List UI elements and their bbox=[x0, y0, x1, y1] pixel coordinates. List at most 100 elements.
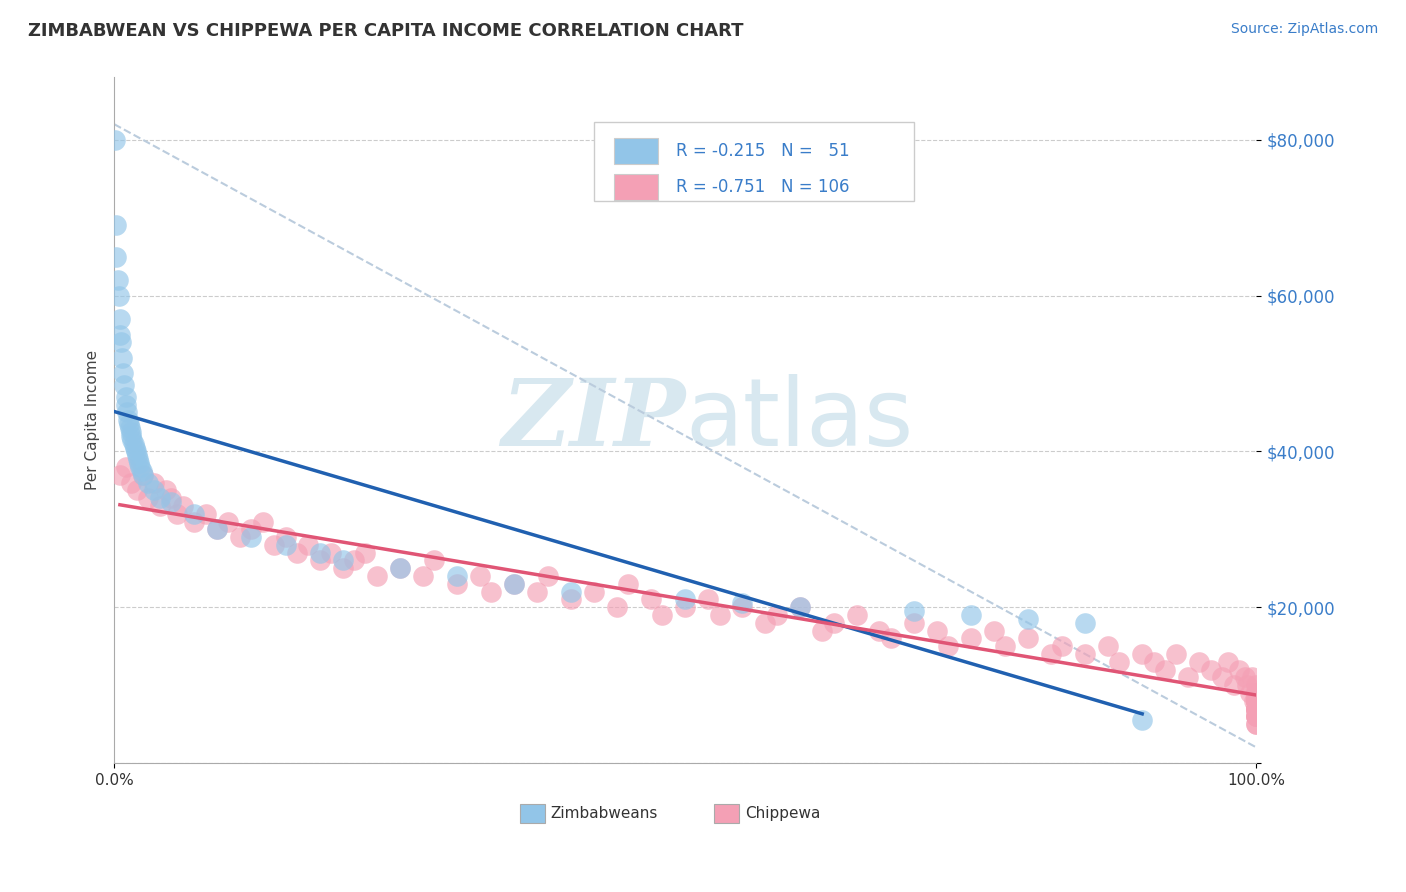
Point bbox=[412, 569, 434, 583]
Point bbox=[869, 624, 891, 638]
Point bbox=[297, 538, 319, 552]
Point bbox=[1154, 663, 1177, 677]
Point bbox=[903, 615, 925, 630]
Point bbox=[925, 624, 948, 638]
Point bbox=[697, 592, 720, 607]
Point bbox=[263, 538, 285, 552]
Point bbox=[217, 515, 239, 529]
Point bbox=[709, 607, 731, 622]
Point bbox=[1246, 686, 1268, 700]
Text: ZIMBABWEAN VS CHIPPEWA PER CAPITA INCOME CORRELATION CHART: ZIMBABWEAN VS CHIPPEWA PER CAPITA INCOME… bbox=[28, 22, 744, 40]
Point bbox=[108, 467, 131, 482]
Point bbox=[1211, 670, 1233, 684]
Point bbox=[651, 607, 673, 622]
Point bbox=[354, 546, 377, 560]
Point bbox=[1142, 655, 1164, 669]
Point bbox=[1246, 701, 1268, 715]
Point bbox=[274, 530, 297, 544]
Point bbox=[1246, 717, 1268, 731]
Point bbox=[1246, 678, 1268, 692]
Point bbox=[1199, 663, 1222, 677]
Point bbox=[274, 538, 297, 552]
Point bbox=[124, 441, 146, 455]
Point bbox=[285, 546, 308, 560]
Point bbox=[118, 417, 141, 431]
Point bbox=[1246, 709, 1268, 723]
Point bbox=[1222, 678, 1244, 692]
Point bbox=[308, 546, 330, 560]
Point bbox=[1246, 709, 1268, 723]
Point bbox=[117, 413, 139, 427]
Point bbox=[308, 553, 330, 567]
Point bbox=[537, 569, 560, 583]
Point bbox=[143, 483, 166, 498]
Point bbox=[1246, 701, 1268, 715]
Point bbox=[1233, 670, 1256, 684]
Point bbox=[880, 632, 903, 646]
Point bbox=[1188, 655, 1211, 669]
Point bbox=[1246, 686, 1268, 700]
Point bbox=[617, 577, 640, 591]
Point bbox=[120, 425, 142, 439]
Point bbox=[1246, 709, 1268, 723]
Point bbox=[526, 584, 548, 599]
Point bbox=[105, 250, 128, 264]
Point bbox=[1017, 612, 1039, 626]
Point bbox=[104, 133, 127, 147]
Point bbox=[640, 592, 662, 607]
Text: ZIP: ZIP bbox=[501, 376, 685, 466]
Point bbox=[149, 499, 172, 513]
Point bbox=[936, 639, 959, 653]
Point bbox=[1130, 713, 1153, 727]
Text: R = -0.751   N = 106: R = -0.751 N = 106 bbox=[676, 178, 849, 195]
Point bbox=[127, 452, 149, 467]
Text: atlas: atlas bbox=[685, 375, 914, 467]
Point bbox=[468, 569, 491, 583]
Point bbox=[160, 495, 183, 509]
Point bbox=[122, 436, 145, 450]
Point bbox=[229, 530, 252, 544]
Point bbox=[789, 600, 811, 615]
Point bbox=[166, 507, 188, 521]
Text: Source: ZipAtlas.com: Source: ZipAtlas.com bbox=[1230, 22, 1378, 37]
Point bbox=[731, 600, 754, 615]
Point bbox=[107, 288, 129, 302]
Point bbox=[183, 507, 205, 521]
Point bbox=[1246, 701, 1268, 715]
Point bbox=[1246, 694, 1268, 708]
Point bbox=[128, 456, 150, 470]
Point bbox=[446, 569, 468, 583]
Bar bbox=[520, 805, 544, 823]
Point bbox=[673, 600, 696, 615]
Point bbox=[560, 592, 582, 607]
Point bbox=[240, 522, 263, 536]
Point bbox=[388, 561, 411, 575]
Point bbox=[194, 507, 217, 521]
Point bbox=[811, 624, 834, 638]
Point bbox=[107, 273, 129, 287]
Point bbox=[1246, 686, 1268, 700]
Point bbox=[983, 624, 1005, 638]
Point bbox=[1130, 647, 1153, 661]
Point bbox=[1236, 678, 1258, 692]
Point bbox=[1239, 686, 1261, 700]
Point bbox=[114, 390, 136, 404]
Point bbox=[366, 569, 388, 583]
Point bbox=[120, 475, 142, 490]
Point bbox=[446, 577, 468, 591]
Point bbox=[252, 515, 274, 529]
Point bbox=[1074, 647, 1097, 661]
Point bbox=[143, 475, 166, 490]
Point bbox=[1074, 615, 1097, 630]
Point bbox=[1216, 655, 1239, 669]
Point bbox=[994, 639, 1017, 653]
Point bbox=[789, 600, 811, 615]
Point bbox=[1246, 709, 1268, 723]
Point bbox=[104, 219, 127, 233]
Point bbox=[343, 553, 366, 567]
Point bbox=[132, 467, 155, 482]
Point bbox=[114, 460, 136, 475]
Point bbox=[673, 592, 696, 607]
Point bbox=[125, 483, 148, 498]
Point bbox=[131, 464, 153, 478]
